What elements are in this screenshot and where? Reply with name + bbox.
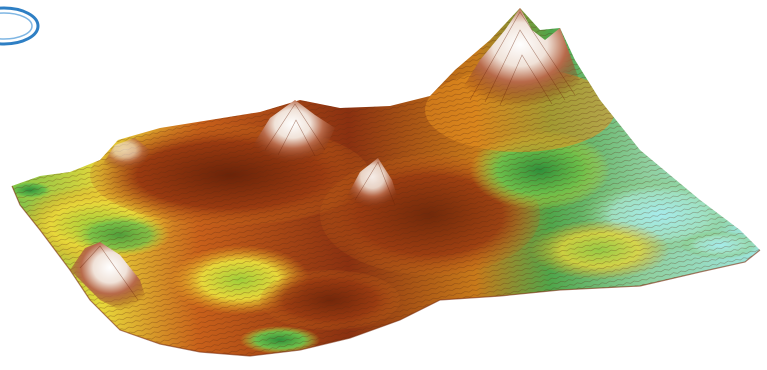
peak-central-east (345, 158, 400, 212)
peak-central (250, 100, 335, 168)
peak-west (100, 138, 150, 172)
peak-hatching (79, 11, 576, 301)
peak-southwest (70, 242, 150, 315)
terrain-edge (11, 185, 761, 357)
logo-ring-icon (0, 6, 40, 46)
